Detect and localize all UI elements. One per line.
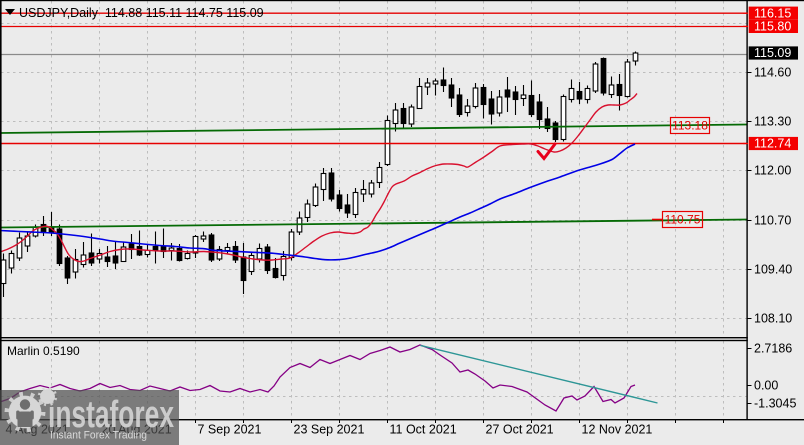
svg-text:110.70: 110.70 xyxy=(754,214,791,228)
svg-text:-1.3045: -1.3045 xyxy=(754,397,796,411)
svg-text:115.09: 115.09 xyxy=(754,46,791,60)
svg-text:114.60: 114.60 xyxy=(754,66,791,80)
svg-text:108.10: 108.10 xyxy=(754,312,792,326)
svg-text:0.00: 0.00 xyxy=(754,379,778,393)
svg-text:7 Sep 2021: 7 Sep 2021 xyxy=(198,423,262,437)
svg-text:110.75: 110.75 xyxy=(665,213,701,227)
svg-text:12 Nov 2021: 12 Nov 2021 xyxy=(582,423,653,437)
svg-text:113.30: 113.30 xyxy=(754,115,791,129)
svg-text:112.00: 112.00 xyxy=(754,164,791,178)
svg-text:116.15: 116.15 xyxy=(754,6,791,20)
svg-text:USDJPY,Daily 114.88 115.11 11: USDJPY,Daily 114.88 115.11 114.75 115.09 xyxy=(19,6,264,20)
svg-text:112.74: 112.74 xyxy=(754,137,791,151)
svg-text:115.80: 115.80 xyxy=(754,20,791,34)
svg-text:Instant Forex Trading: Instant Forex Trading xyxy=(50,430,147,442)
svg-text:113.18: 113.18 xyxy=(672,119,708,133)
svg-text:109.40: 109.40 xyxy=(754,263,792,277)
svg-text:Marlin 0.5190: Marlin 0.5190 xyxy=(7,344,80,358)
svg-text:instaforex: instaforex xyxy=(48,394,174,436)
svg-text:27 Oct 2021: 27 Oct 2021 xyxy=(486,423,554,437)
svg-text:2.7186: 2.7186 xyxy=(754,342,792,356)
svg-text:23 Sep 2021: 23 Sep 2021 xyxy=(294,423,365,437)
svg-text:11 Oct 2021: 11 Oct 2021 xyxy=(390,423,457,437)
